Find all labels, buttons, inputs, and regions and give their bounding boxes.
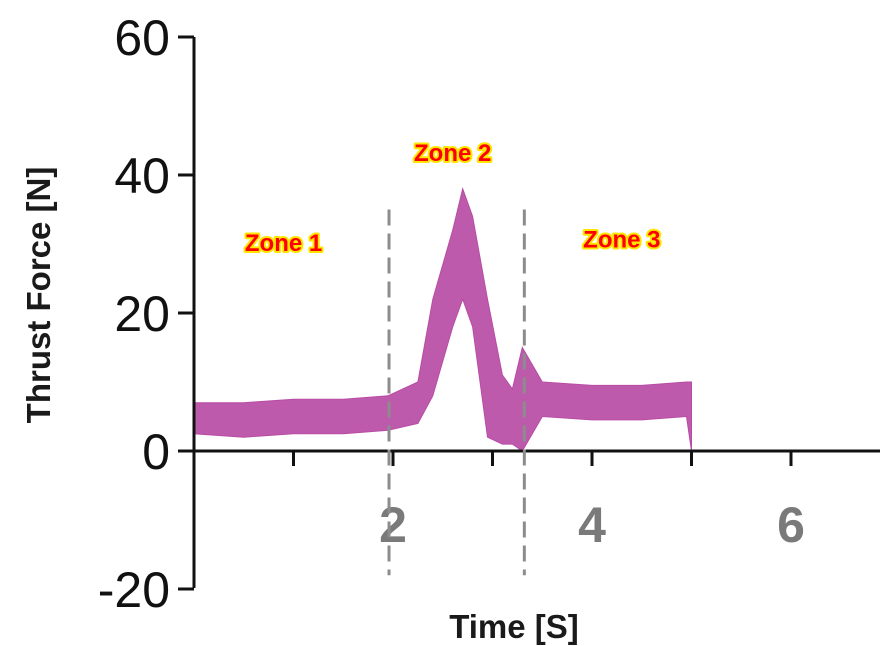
zone-label: Zone 3 [583,226,660,253]
zone-label: Zone 1 [245,230,322,257]
x-tick-label: 6 [777,497,805,553]
y-tick-label: 20 [114,286,170,342]
zone-label: Zone 2 [414,140,491,167]
x-tick-label: 4 [578,497,606,553]
x-ticks: 2 4 6 [292,451,805,553]
y-ticks: 60 40 20 0 -20 [98,10,194,618]
y-tick-label: -20 [98,562,170,618]
zone-dividers [387,209,526,576]
y-tick-label: 40 [114,148,170,204]
zone-labels: Zone 1 Zone 2 Zone 3 [243,138,663,259]
y-tick-label: 60 [114,10,170,66]
x-axis-title: Time [S] [449,608,579,645]
x-tick-label: 2 [379,497,407,553]
y-axis-title: Thrust Force [N] [20,167,57,424]
y-tick-label: 0 [142,424,170,480]
